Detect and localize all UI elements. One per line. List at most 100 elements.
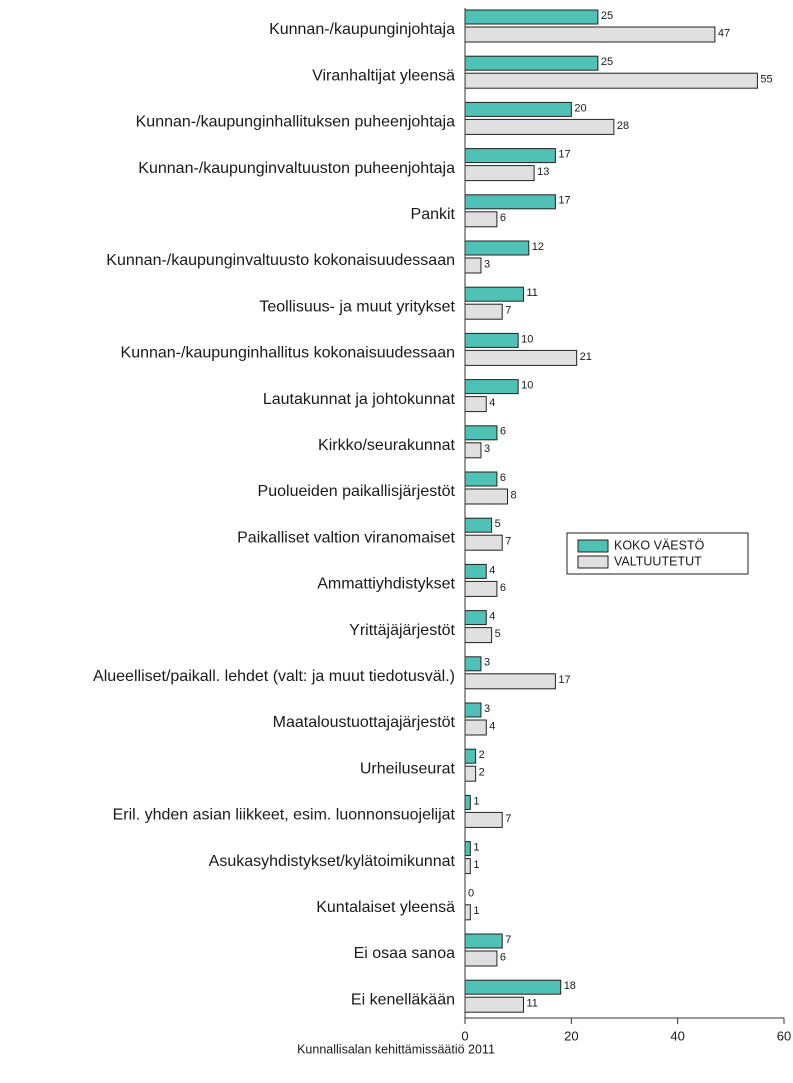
y-tick-label: Eril. yhden asian liikkeet, esim. luonno… — [113, 807, 456, 824]
y-tick-label: Puolueiden paikallisjärjestöt — [258, 483, 456, 500]
data-label: 55 — [760, 74, 772, 86]
bar — [464, 488, 509, 505]
y-tick-label: Urheiluseurat — [360, 760, 456, 777]
bar — [464, 673, 556, 690]
data-label: 47 — [718, 27, 730, 39]
bar — [464, 286, 524, 302]
data-label: 25 — [601, 56, 613, 68]
bar — [464, 656, 482, 672]
data-label: 11 — [526, 287, 537, 299]
bar — [464, 627, 493, 644]
bar — [464, 471, 498, 487]
y-tick-label: Alueelliset/paikall. lehdet (valt: ja mu… — [93, 668, 455, 685]
data-label: 0 — [468, 888, 474, 900]
data-label: 7 — [505, 536, 511, 548]
bar — [464, 996, 524, 1013]
y-tick-label: Maataloustuottajajärjestöt — [273, 714, 456, 731]
data-label: 2 — [479, 767, 485, 779]
data-label: 1 — [473, 905, 479, 917]
data-label: 7 — [505, 934, 511, 946]
legend-label: VALTUUTETUT — [614, 554, 702, 568]
data-label: 6 — [500, 582, 506, 594]
bar — [464, 765, 477, 782]
bar — [464, 55, 599, 71]
bar — [464, 610, 487, 626]
y-tick-label: Kunnan-/kaupunginvaltuuston puheenjohtaj… — [138, 160, 455, 177]
y-tick-label: Viranhaltijat yleensä — [312, 67, 455, 84]
bar — [464, 442, 482, 459]
data-label: 6 — [500, 951, 506, 963]
data-label: 11 — [526, 998, 537, 1010]
data-label: 4 — [489, 611, 495, 623]
y-tick-label: Ammattiyhdistykset — [317, 576, 455, 593]
bar — [464, 101, 572, 117]
bar — [464, 950, 498, 967]
bar — [464, 702, 482, 718]
bar — [464, 118, 615, 135]
legend-swatch — [577, 539, 609, 553]
bar — [464, 303, 503, 320]
data-label: 3 — [484, 703, 490, 715]
x-tick-label: 20 — [564, 1028, 578, 1043]
bar — [464, 748, 477, 764]
legend-swatch — [577, 555, 609, 569]
data-label: 5 — [495, 628, 501, 640]
y-tick-label: Kunnan-/kaupunginhallitus kokonaisuudess… — [121, 345, 455, 362]
bar — [464, 811, 503, 828]
data-label: 10 — [521, 333, 533, 345]
data-label: 3 — [484, 657, 490, 669]
bar — [464, 580, 498, 597]
data-label: 4 — [489, 564, 495, 576]
bar — [464, 332, 519, 348]
bar — [464, 379, 519, 395]
bar — [464, 211, 498, 228]
bar — [464, 396, 487, 413]
bar — [464, 563, 487, 579]
bar — [464, 425, 498, 441]
y-tick-label: Kunnan-/kaupunginhallituksen puheenjohta… — [136, 114, 455, 131]
x-tick-label: 0 — [461, 1028, 468, 1043]
data-label: 6 — [500, 472, 506, 484]
data-label: 21 — [580, 351, 592, 363]
y-tick-label: Yrittäjäjärjestöt — [349, 622, 455, 639]
source: Kunnallisalan kehittämissäätiö 2011 — [297, 1042, 495, 1056]
y-tick-label: Kuntalaiset yleensä — [316, 899, 455, 916]
data-label: 4 — [489, 397, 495, 409]
data-label: 10 — [521, 380, 533, 392]
data-label: 3 — [484, 258, 490, 270]
data-label: 1 — [473, 795, 479, 807]
bar — [464, 794, 471, 810]
data-label: 2 — [479, 749, 485, 761]
data-label: 17 — [558, 149, 570, 161]
data-label: 17 — [558, 674, 570, 686]
y-tick-label: Kirkko/seurakunnat — [318, 437, 456, 454]
bar — [464, 72, 758, 89]
y-tick-label: Ei osaa sanoa — [354, 945, 456, 962]
data-label: 17 — [558, 195, 570, 207]
data-label: 6 — [500, 212, 506, 224]
data-label: 1 — [473, 859, 479, 871]
y-tick-label: Paikalliset valtion viranomaiset — [237, 529, 455, 546]
bar — [464, 933, 503, 949]
y-tick-label: Kunnan-/kaupunginvaltuusto kokonaisuudes… — [106, 252, 455, 269]
data-label: 25 — [601, 10, 613, 22]
bar — [464, 165, 535, 182]
data-label: 3 — [484, 443, 490, 455]
bar — [464, 148, 556, 164]
data-label: 12 — [532, 241, 544, 253]
data-label: 28 — [617, 120, 629, 132]
bar — [464, 904, 471, 921]
bar — [464, 26, 716, 43]
bar — [464, 719, 487, 736]
data-label: 18 — [564, 980, 576, 992]
x-tick-label: 40 — [670, 1028, 684, 1043]
y-tick-label: Kunnan-/kaupunginjohtaja — [269, 21, 455, 38]
bar — [464, 257, 482, 274]
y-tick-label: Lautakunnat ja johtokunnat — [263, 391, 456, 408]
bar — [464, 858, 471, 875]
y-tick-label: Teollisuus- ja muut yritykset — [259, 298, 455, 315]
data-label: 6 — [500, 426, 506, 438]
data-label: 1 — [473, 842, 479, 854]
y-tick-label: Asukasyhdistykset/kylätoimikunnat — [209, 853, 456, 870]
